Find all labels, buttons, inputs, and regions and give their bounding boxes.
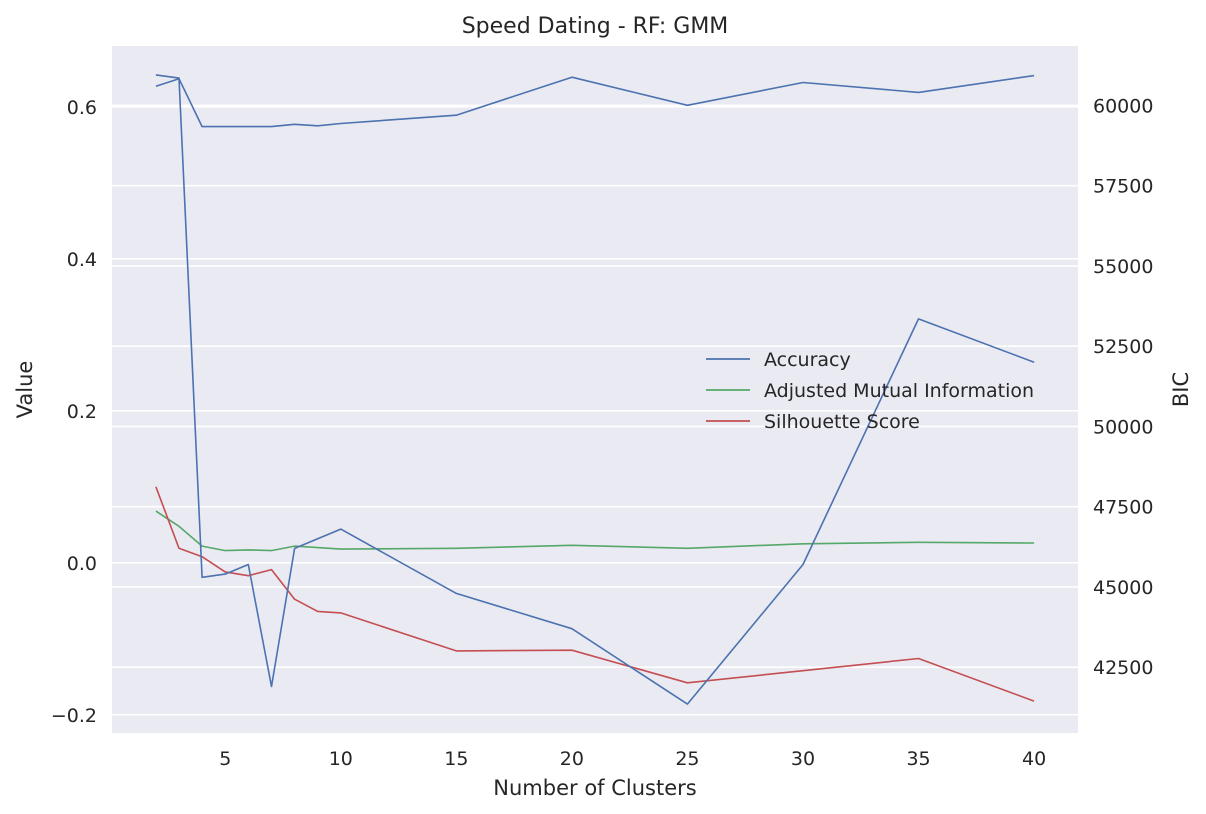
y2-tick-label: 57500 [1093,176,1153,198]
series-line [155,510,1035,552]
y2-tick-label: 52500 [1093,336,1153,358]
y2-tick-label: 60000 [1093,95,1153,117]
x-tick-label: 10 [329,748,353,770]
series-line [155,486,1035,702]
y2-tick-label: 50000 [1093,416,1153,438]
series-lines [155,74,1035,705]
x-tick-label: 30 [791,748,815,770]
legend: Accuracy Adjusted Mutual Information Silho… [706,349,1034,433]
right-axis-ticks: 60000 57500 55000 52500 50000 47500 45000 42500 [1093,95,1153,679]
series-line [155,74,1035,705]
x-axis-label: Number of Clusters [493,776,696,800]
y2-tick-label: 47500 [1093,497,1153,519]
y2-tick-label: 45000 [1093,577,1153,599]
legend-label: Silhouette Score [764,411,920,433]
y-axis-label: Value [13,361,37,419]
legend-label: Accuracy [764,349,851,371]
x-tick-label: 15 [444,748,468,770]
y-tick-label: 0.2 [67,401,97,423]
y2-tick-label: 42500 [1093,657,1153,679]
x-tick-label: 40 [1022,748,1046,770]
gridlines [112,104,1078,716]
series-line [155,74,1035,128]
y-tick-label: 0.0 [67,553,97,575]
x-tick-label: 25 [675,748,699,770]
x-tick-label: 5 [219,748,231,770]
x-tick-label: 35 [906,748,930,770]
plot-area [112,46,1078,733]
x-tick-label: 20 [560,748,584,770]
y2-tick-label: 55000 [1093,256,1153,278]
left-axis-ticks: 0.6 0.4 0.2 0.0 −0.2 [51,97,97,727]
y-tick-label: 0.6 [67,97,97,119]
x-axis-ticks: 5 10 15 20 25 30 35 40 [219,748,1046,770]
legend-label: Adjusted Mutual Information [764,380,1034,402]
y-tick-label: −0.2 [51,705,97,727]
y2-axis-label: BIC [1169,372,1193,407]
chart-title: Speed Dating - RF: GMM [462,14,729,39]
y-tick-label: 0.4 [67,249,97,271]
